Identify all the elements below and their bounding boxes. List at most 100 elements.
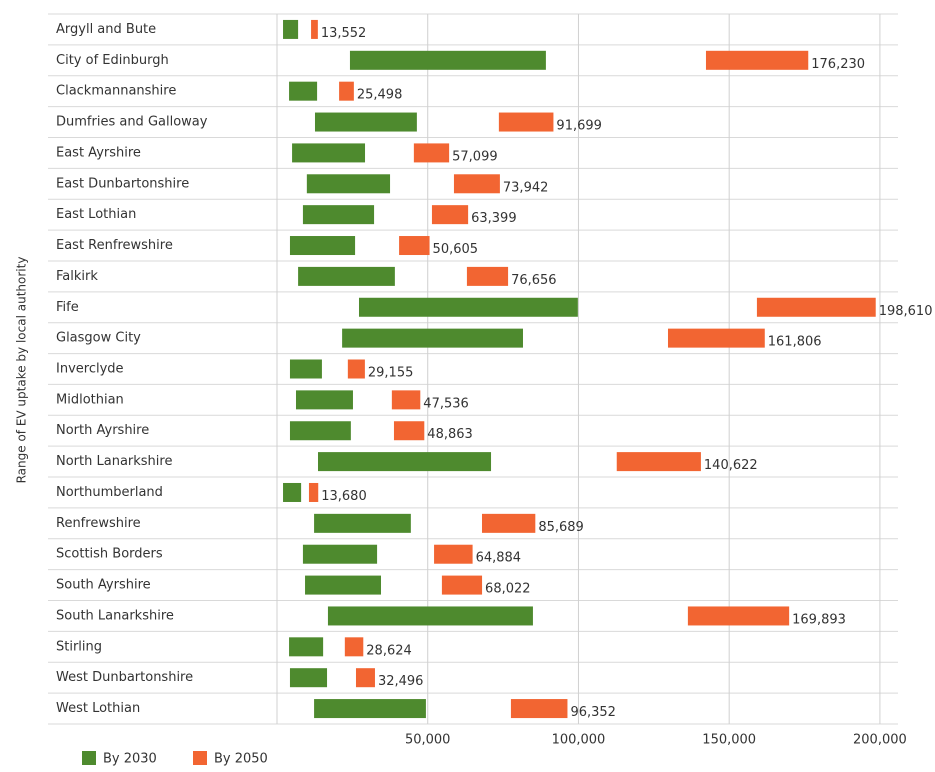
range-bar bbox=[302, 544, 378, 564]
category-label: West Lothian bbox=[56, 701, 140, 716]
range-bar bbox=[687, 606, 790, 626]
category-label: North Ayrshire bbox=[56, 423, 149, 438]
x-tick-label: 100,000 bbox=[552, 733, 606, 748]
data-label: 68,022 bbox=[485, 582, 531, 597]
category-label: North Lanarkshire bbox=[56, 454, 172, 469]
category-label: Falkirk bbox=[56, 269, 98, 284]
category-label: South Ayrshire bbox=[56, 578, 151, 593]
category-label: South Lanarkshire bbox=[56, 608, 174, 623]
range-bar bbox=[431, 205, 469, 225]
legend-swatch bbox=[193, 751, 207, 765]
data-label: 176,230 bbox=[811, 57, 865, 72]
data-label: 13,680 bbox=[321, 489, 367, 504]
range-bar bbox=[339, 81, 354, 101]
range-bar bbox=[289, 668, 328, 688]
range-bar bbox=[289, 81, 318, 101]
data-label: 73,942 bbox=[503, 180, 549, 195]
category-label: Scottish Borders bbox=[56, 547, 163, 562]
range-bar bbox=[616, 452, 701, 472]
range-bar bbox=[481, 513, 536, 533]
range-bar bbox=[311, 19, 318, 39]
category-label: East Lothian bbox=[56, 207, 136, 222]
data-label: 48,863 bbox=[427, 427, 473, 442]
range-bar bbox=[413, 143, 450, 163]
range-bar bbox=[305, 575, 382, 595]
range-bar bbox=[705, 50, 809, 70]
range-bar bbox=[295, 390, 353, 410]
data-label: 198,610 bbox=[879, 304, 933, 319]
data-label: 25,498 bbox=[357, 88, 403, 103]
data-label: 63,399 bbox=[471, 211, 517, 226]
range-bar bbox=[358, 297, 578, 317]
range-bar bbox=[302, 205, 375, 225]
legend-label: By 2030 bbox=[103, 752, 157, 767]
range-bar bbox=[314, 699, 426, 719]
range-bar bbox=[289, 637, 324, 657]
x-tick-label: 200,000 bbox=[853, 733, 907, 748]
category-label: Stirling bbox=[56, 639, 102, 654]
category-label: Clackmannanshire bbox=[56, 84, 176, 99]
data-label: 28,624 bbox=[366, 643, 412, 658]
category-label: East Ayrshire bbox=[56, 145, 141, 160]
range-bar bbox=[466, 266, 509, 286]
range-bar bbox=[314, 513, 411, 533]
range-bar bbox=[434, 544, 473, 564]
range-bar bbox=[391, 390, 421, 410]
range-bar bbox=[308, 482, 319, 502]
category-label: Midlothian bbox=[56, 392, 124, 407]
range-bar bbox=[441, 575, 483, 595]
category-label: East Renfrewshire bbox=[56, 238, 173, 253]
range-bar bbox=[317, 452, 492, 472]
x-tick-label: 50,000 bbox=[405, 733, 451, 748]
legend-swatch bbox=[82, 751, 96, 765]
data-label: 13,552 bbox=[321, 26, 367, 41]
range-bar bbox=[283, 482, 302, 502]
category-label: Argyll and Bute bbox=[56, 22, 156, 37]
range-bar bbox=[756, 297, 876, 317]
category-label: City of Edinburgh bbox=[56, 53, 169, 68]
range-bar bbox=[342, 328, 523, 348]
range-bar bbox=[289, 236, 356, 256]
data-label: 96,352 bbox=[570, 705, 616, 720]
range-bar bbox=[349, 50, 546, 70]
category-label: Inverclyde bbox=[56, 362, 124, 377]
data-label: 47,536 bbox=[423, 396, 469, 411]
range-bar bbox=[399, 236, 430, 256]
category-label: Dumfries and Galloway bbox=[56, 115, 208, 130]
range-bar bbox=[292, 143, 366, 163]
range-bar bbox=[498, 112, 554, 132]
data-label: 32,496 bbox=[378, 674, 424, 689]
range-bar bbox=[355, 668, 375, 688]
range-bar bbox=[347, 359, 365, 379]
range-bar bbox=[344, 637, 364, 657]
range-bar bbox=[314, 112, 417, 132]
range-bar bbox=[453, 174, 500, 194]
category-label: Renfrewshire bbox=[56, 516, 141, 531]
data-label: 140,622 bbox=[704, 458, 758, 473]
data-label: 57,099 bbox=[452, 149, 498, 164]
data-label: 50,605 bbox=[433, 242, 479, 257]
data-label: 29,155 bbox=[368, 366, 414, 381]
y-axis-label: Range of EV uptake by local authority bbox=[15, 257, 29, 484]
legend-label: By 2050 bbox=[214, 752, 268, 767]
data-label: 169,893 bbox=[792, 612, 846, 627]
category-label: Northumberland bbox=[56, 485, 163, 500]
data-label: 85,689 bbox=[538, 520, 584, 535]
range-bar bbox=[667, 328, 765, 348]
range-bar bbox=[289, 421, 351, 441]
range-bar bbox=[327, 606, 533, 626]
range-bar bbox=[289, 359, 322, 379]
category-label: Fife bbox=[56, 300, 79, 315]
data-label: 64,884 bbox=[476, 551, 522, 566]
range-bar bbox=[298, 266, 395, 286]
range-bar bbox=[393, 421, 425, 441]
range-bar bbox=[510, 699, 568, 719]
x-tick-label: 150,000 bbox=[702, 733, 756, 748]
category-label: East Dunbartonshire bbox=[56, 176, 189, 191]
category-label: Glasgow City bbox=[56, 331, 141, 346]
data-label: 76,656 bbox=[511, 273, 557, 288]
data-label: 161,806 bbox=[768, 335, 822, 350]
category-label: West Dunbartonshire bbox=[56, 670, 193, 685]
range-bar bbox=[306, 174, 391, 194]
